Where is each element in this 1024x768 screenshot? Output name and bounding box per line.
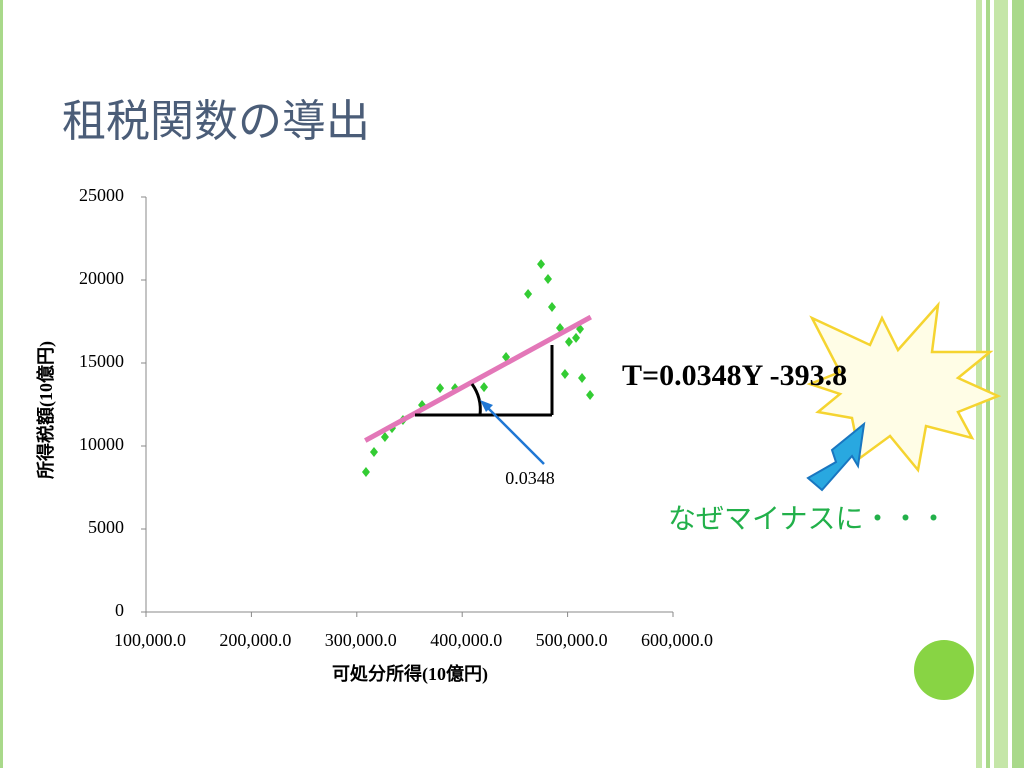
x-tick-label: 200,000.0 xyxy=(219,630,291,650)
stripe xyxy=(976,0,982,768)
point xyxy=(543,274,552,285)
point xyxy=(436,383,445,394)
x-tick-label: 400,000.0 xyxy=(430,630,502,650)
point xyxy=(369,446,378,457)
point xyxy=(586,390,595,401)
point xyxy=(548,302,557,313)
stripe xyxy=(994,0,1008,768)
plot: 0 5000 10000 15000 20000 25000 100,000.0 200,00… xyxy=(79,185,713,650)
x-tick-label: 100,000.0 xyxy=(114,630,186,650)
x-tick-label: 300,000.0 xyxy=(325,630,397,650)
point xyxy=(564,336,573,347)
point xyxy=(361,467,370,478)
decor-circle xyxy=(914,640,974,700)
slide-title: 租税関数の導出 xyxy=(62,96,370,147)
point xyxy=(480,382,489,393)
y-tick-label: 10000 xyxy=(79,434,124,454)
y-tick-label: 0 xyxy=(115,600,124,620)
y-tick-label: 15000 xyxy=(79,351,124,371)
stripe xyxy=(986,0,990,768)
x-tick-label: 600,000.0 xyxy=(641,630,713,650)
point xyxy=(572,332,581,343)
pointer-head xyxy=(480,400,493,412)
slope-label: 0.0348 xyxy=(505,468,555,488)
pointer-arrow xyxy=(485,405,545,465)
callout-arrow xyxy=(806,421,866,492)
point xyxy=(537,259,546,270)
angle-arc xyxy=(470,383,482,416)
y-axis-label: 所得税額(10億円) xyxy=(35,341,57,479)
y-tick-label: 25000 xyxy=(79,185,124,205)
trendline xyxy=(364,314,592,443)
equation: T=0.0348Y -393.8 xyxy=(622,359,847,392)
x-axis-label: 可処分所得(10億円) xyxy=(332,663,488,685)
y-tick-label: 5000 xyxy=(88,517,124,537)
point xyxy=(578,372,587,383)
point xyxy=(560,368,569,379)
y-tick-label: 20000 xyxy=(79,268,124,288)
x-tick-label: 500,000.0 xyxy=(536,630,608,650)
question: なぜマイナスに・・・ xyxy=(668,502,947,535)
stripe xyxy=(1012,0,1024,768)
point xyxy=(380,432,389,443)
point xyxy=(524,288,533,299)
left-border xyxy=(0,0,3,768)
